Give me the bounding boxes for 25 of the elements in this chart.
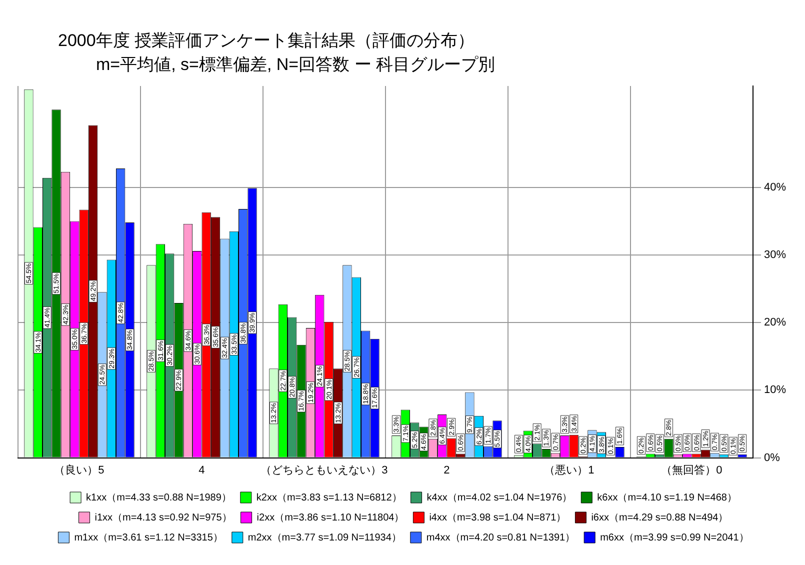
legend-label: k1xx（m=4.33 s=0.88 N=1989）	[86, 492, 232, 504]
legend-label: k2xx（m=3.83 s=1.13 N=6812）	[256, 492, 402, 504]
y-tick-label: 0%	[764, 452, 780, 464]
x-tick-label: （無回答）0	[661, 464, 722, 476]
y-tick-label: 40%	[764, 181, 786, 194]
legend-label: i4xx（m=3.98 s=1.04 N=871）	[429, 512, 566, 524]
x-tick-label: （どちらともいえない）3	[260, 464, 388, 476]
legend-label: i6xx（m=4.29 s=0.88 N=494）	[591, 512, 728, 524]
x-tick-label: 4	[198, 464, 205, 476]
legend-label: m4xx（m=4.20 s=0.81 N=1391）	[426, 532, 576, 544]
y-tick-label: 30%	[764, 249, 786, 262]
legend-label: k4xx（m=4.02 s=1.04 N=1976）	[426, 492, 572, 504]
y-tick-label: 10%	[764, 384, 786, 396]
x-tick-label: （悪い）1	[544, 464, 594, 476]
x-tick-label: 2	[444, 464, 450, 476]
x-tick-label: （良い）5	[54, 463, 104, 476]
chart-subtitle: m=平均値, s=標準偏差, N=回答数 ー 科目グループ別	[96, 55, 496, 74]
legend-label: m6xx（m=3.99 s=0.99 N=2041）	[600, 532, 749, 544]
legend-label: i2xx（m=3.86 s=1.10 N=11804）	[256, 512, 404, 524]
legend-label: k6xx（m=4.10 s=1.19 N=468）	[597, 492, 737, 504]
y-tick-label: 20%	[764, 316, 786, 329]
legend-label: i1xx（m=4.13 s=0.92 N=975）	[94, 512, 232, 524]
legend-label: m1xx（m=3.61 s=1.12 N=3315）	[74, 532, 223, 544]
chart-title: 2000年度 授業評価アンケート集計結果（評価の分布）	[58, 31, 475, 50]
legend-label: m2xx（m=3.77 s=1.09 N=11934）	[248, 532, 402, 544]
